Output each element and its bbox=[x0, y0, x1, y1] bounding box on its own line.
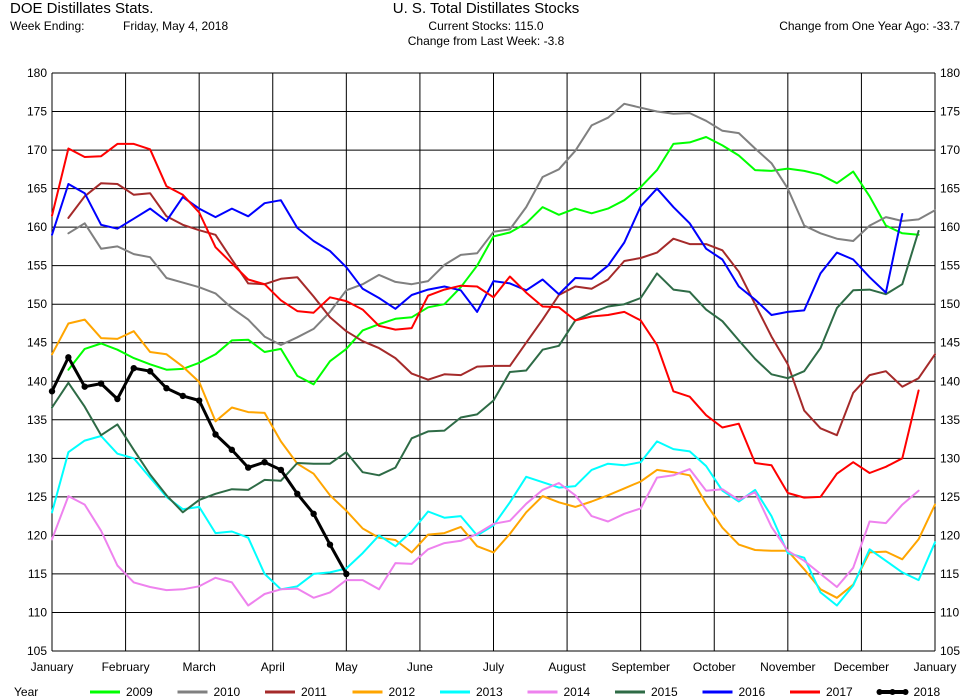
y-tick-label-left: 140 bbox=[27, 374, 47, 388]
y-tick-label-right: 115 bbox=[940, 567, 959, 581]
y-tick-label-left: 170 bbox=[27, 143, 47, 157]
y-tick-label-right: 150 bbox=[940, 297, 960, 311]
chart-title: U. S. Total Distillates Stocks bbox=[392, 0, 580, 17]
y-tick-label-left: 130 bbox=[27, 451, 47, 465]
series-point-2018 bbox=[130, 364, 137, 372]
series-point-2018 bbox=[343, 570, 350, 578]
grid-lines bbox=[51, 72, 936, 652]
series-point-2018 bbox=[261, 458, 268, 466]
series-point-2018 bbox=[326, 541, 334, 548]
series-point-2018 bbox=[179, 392, 187, 400]
y-tick-label-left: 105 bbox=[27, 644, 47, 658]
y-tick-label-right: 165 bbox=[940, 182, 960, 196]
week-ending-label: Week Ending: bbox=[10, 19, 85, 33]
legend-label-2018: 2018 bbox=[914, 685, 941, 699]
series-point-2018 bbox=[277, 466, 285, 474]
series-point-2018 bbox=[81, 383, 88, 390]
series-point-2018 bbox=[65, 354, 72, 361]
x-tick-label: April bbox=[261, 660, 285, 674]
series-point-2018 bbox=[163, 385, 170, 392]
legend-label-2012: 2012 bbox=[389, 685, 416, 699]
y-tick-label-left: 160 bbox=[27, 220, 47, 234]
y-tick-label-right: 145 bbox=[940, 336, 960, 350]
week-ending-value: Friday, May 4, 2018 bbox=[123, 19, 229, 33]
legend-year-label: Year bbox=[14, 685, 38, 699]
series-line-2010 bbox=[67, 102, 936, 346]
legend: Year 2009 2010 2011 2012 2013 2014 2015 2016 201… bbox=[14, 685, 941, 699]
x-tick-label: February bbox=[102, 660, 150, 674]
legend-label-2014: 2014 bbox=[564, 685, 591, 699]
series-line-2015 bbox=[51, 230, 920, 514]
y-tick-label-right: 130 bbox=[940, 451, 960, 465]
legend-label-2009: 2009 bbox=[126, 685, 153, 699]
legend-label-2015: 2015 bbox=[651, 685, 678, 699]
x-tick-label: October bbox=[693, 660, 736, 674]
y-tick-label-left: 135 bbox=[27, 413, 47, 427]
y-tick-label-left: 120 bbox=[27, 528, 47, 542]
x-tick-label: March bbox=[182, 660, 215, 674]
y-tick-label-right: 140 bbox=[940, 374, 960, 388]
y-tick-label-right: 135 bbox=[940, 413, 960, 427]
y-tick-label-left: 150 bbox=[27, 297, 47, 311]
x-tick-label: May bbox=[335, 660, 358, 674]
series-line-2013 bbox=[51, 435, 936, 607]
x-tick-label: July bbox=[483, 660, 504, 674]
app-title: DOE Distillates Stats. bbox=[10, 0, 154, 17]
x-tick-label: August bbox=[548, 660, 586, 674]
series-line-2011 bbox=[67, 182, 936, 437]
y-tick-label-right: 125 bbox=[940, 490, 960, 504]
current-stocks: Current Stocks: 115.0 bbox=[428, 19, 544, 33]
axes: 105 105 110 110 115 115 120 120 125 125 130 130 135 1… bbox=[27, 66, 960, 674]
legend-label-2016: 2016 bbox=[739, 685, 766, 699]
series-lines bbox=[48, 102, 936, 607]
change-from-last-week: Change from Last Week: -3.8 bbox=[407, 34, 565, 48]
legend-label-2011: 2011 bbox=[301, 685, 327, 699]
x-tick-label: June bbox=[407, 660, 433, 674]
x-tick-label: January bbox=[914, 660, 957, 674]
y-tick-label-right: 175 bbox=[940, 105, 960, 119]
y-tick-label-left: 110 bbox=[28, 605, 47, 619]
series-line-2016 bbox=[51, 183, 904, 316]
y-tick-label-right: 180 bbox=[940, 66, 960, 80]
legend-marker-2018 bbox=[889, 689, 896, 695]
legend-marker-2018 bbox=[876, 689, 883, 695]
change-from-one-year-ago: Change from One Year Ago: -33.7 bbox=[779, 19, 960, 33]
x-tick-label: November bbox=[760, 660, 815, 674]
x-tick-label: December bbox=[834, 660, 889, 674]
series-point-2018 bbox=[294, 490, 301, 497]
y-tick-label-right: 110 bbox=[940, 605, 959, 619]
y-tick-label-right: 105 bbox=[940, 644, 960, 658]
legend-label-2010: 2010 bbox=[214, 685, 241, 699]
legend-marker-2018 bbox=[902, 689, 909, 695]
series-point-2018 bbox=[228, 446, 236, 454]
x-tick-label: January bbox=[31, 660, 74, 674]
y-tick-label-left: 115 bbox=[28, 567, 47, 581]
series-point-2018 bbox=[245, 464, 252, 471]
y-tick-label-left: 165 bbox=[27, 182, 47, 196]
series-point-2018 bbox=[212, 431, 219, 438]
series-point-2018 bbox=[195, 397, 203, 404]
series-point-2018 bbox=[310, 510, 317, 518]
legend-label-2017: 2017 bbox=[826, 685, 853, 699]
y-tick-label-left: 155 bbox=[27, 259, 47, 273]
y-tick-label-left: 175 bbox=[27, 105, 47, 119]
y-tick-label-left: 180 bbox=[27, 66, 47, 80]
x-tick-label: September bbox=[611, 660, 670, 674]
y-tick-label-right: 170 bbox=[940, 143, 960, 157]
y-tick-label-left: 145 bbox=[27, 336, 47, 350]
series-point-2018 bbox=[146, 368, 154, 375]
series-point-2018 bbox=[97, 380, 105, 387]
y-tick-label-left: 125 bbox=[27, 490, 47, 504]
series-line-2017 bbox=[51, 142, 920, 499]
y-tick-label-right: 160 bbox=[940, 220, 960, 234]
series-point-2018 bbox=[48, 388, 56, 395]
y-tick-label-right: 120 bbox=[940, 528, 960, 542]
y-tick-label-right: 155 bbox=[940, 259, 960, 273]
series-point-2018 bbox=[114, 395, 121, 403]
legend-label-2013: 2013 bbox=[476, 685, 503, 699]
series-line-2014 bbox=[51, 468, 920, 607]
